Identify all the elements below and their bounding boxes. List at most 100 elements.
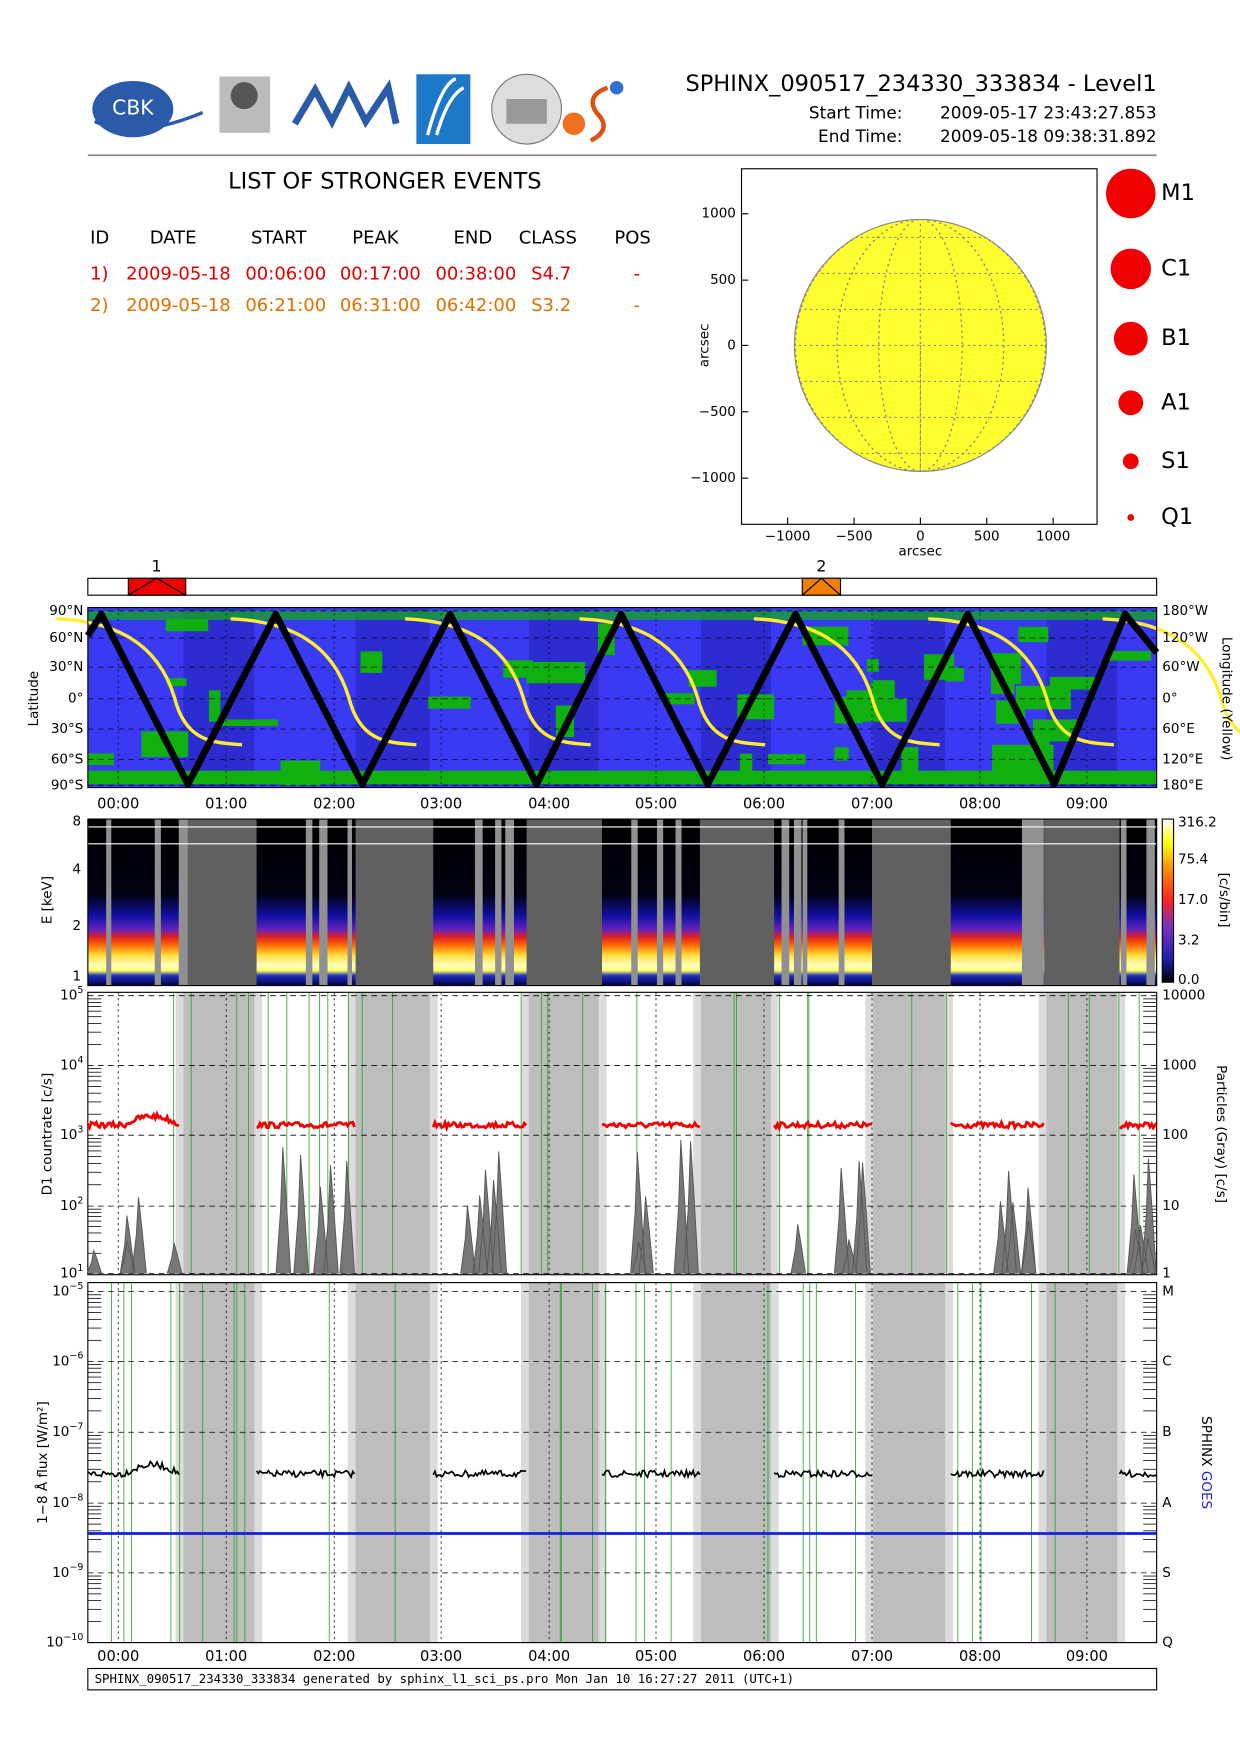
orbit-patch: [428, 696, 471, 709]
legend-label: M1: [1161, 180, 1195, 206]
shade: [355, 1282, 430, 1643]
orbit-shade: [355, 607, 430, 788]
event-cell: 00:38:00: [435, 264, 516, 285]
orbit-track: [84, 610, 1160, 788]
tick-label: 30°N: [49, 659, 83, 675]
event-cell: 1): [90, 264, 108, 285]
time-tick-label: 00:00: [97, 795, 139, 812]
time-tick-label: 04:00: [528, 1648, 570, 1665]
panel-frame: [87, 991, 1158, 1276]
tick-label: 10000: [1162, 988, 1205, 1004]
tick-label: M: [1162, 1284, 1174, 1300]
orbit-patch: [1107, 650, 1152, 661]
event-cell: S4.7: [531, 264, 571, 285]
tick-exp: −5: [69, 1280, 83, 1291]
tick-label: 105: [60, 985, 83, 1004]
footer-text: SPHINX_090517_234330_333834 generated by…: [95, 1672, 794, 1686]
tick-label: 101: [60, 1262, 83, 1281]
data-gap: [675, 819, 680, 986]
time-tick-label: 06:00: [743, 1648, 785, 1665]
tick-label: 30°S: [51, 721, 83, 737]
data-gap: [1021, 819, 1029, 986]
tick-label: 60°S: [51, 751, 83, 767]
time-tick-label: 01:00: [205, 1648, 247, 1665]
event-cell: 2): [90, 295, 108, 316]
tick-base: 10: [52, 1495, 69, 1511]
orbit-patch: [1049, 676, 1097, 690]
countrate-line: [86, 1110, 1158, 1133]
tick-exp: −7: [69, 1421, 83, 1432]
page-title: SPHINX_090517_234330_333834 - Level1: [685, 71, 1156, 97]
legend-label: B1: [1161, 325, 1191, 351]
time-tick-label: 06:00: [743, 795, 785, 812]
tick-base: 10: [60, 1127, 77, 1143]
time-tick-label: 03:00: [420, 1648, 462, 1665]
tick-label: 60°E: [1162, 721, 1194, 737]
tick-exp: −8: [69, 1492, 83, 1503]
tick-label: 316.2: [1178, 814, 1217, 830]
axis-label: Latitude: [26, 671, 42, 727]
orbit-patch: [221, 719, 279, 727]
time-tick-label: 02:00: [313, 1648, 355, 1665]
data-gap: [347, 819, 353, 986]
shade: [701, 992, 771, 1275]
data-gap: [1040, 819, 1044, 986]
longitude-line: [836, 219, 1005, 472]
data-gap: [781, 819, 790, 986]
data-gap: [478, 819, 483, 986]
time-tick-label: 07:00: [851, 1648, 893, 1665]
axis-label: E [keV]: [39, 876, 55, 924]
event-label: 1: [151, 557, 161, 576]
orbit-patch: [1032, 719, 1077, 742]
event-cell: -: [634, 295, 640, 316]
axis-label: D1 countrate [c/s]: [39, 1073, 55, 1196]
tick-exp: −6: [69, 1350, 83, 1361]
axis-label: arcsec: [899, 543, 943, 559]
axis-label: SPHINX GOES: [1198, 1416, 1214, 1509]
tick-exp: 3: [77, 1124, 83, 1135]
tick-label: 104: [60, 1054, 83, 1073]
shade: [873, 992, 946, 1275]
orbit-patch: [1015, 685, 1071, 710]
column-header: END: [453, 228, 492, 249]
tick-label: 0°: [1162, 691, 1177, 707]
events-title: LIST OF STRONGER EVENTS: [228, 169, 541, 195]
orbit-patch: [209, 690, 221, 722]
tick-label: 90°N: [49, 603, 83, 619]
time-tick-label: 04:00: [528, 795, 570, 812]
label: End Time:: [818, 126, 902, 146]
axis-label: Particles (Gray) [c/s]: [1213, 1065, 1229, 1203]
tick-base: 10: [52, 1284, 69, 1300]
tick-label: 10−5: [52, 1280, 83, 1299]
data-gap: [838, 819, 845, 986]
tick-label: 1000: [1036, 529, 1070, 545]
tick-label: B: [1162, 1424, 1171, 1440]
tick-base: 10: [60, 1266, 77, 1282]
data-gap: [474, 819, 480, 986]
tick-label: A: [1162, 1495, 1172, 1511]
tick-label: 8: [72, 813, 81, 829]
tick-label: −500: [835, 529, 872, 545]
sphinx-flux: [87, 1459, 1158, 1480]
orbit-patch: [688, 670, 717, 687]
spectrum-segment: [774, 819, 873, 986]
data-gap: [656, 819, 664, 986]
event-cell: 2009-05-18: [126, 264, 231, 285]
tick-label: −500: [699, 404, 736, 420]
legend-label: A1: [1161, 389, 1191, 415]
time-tick-label: 02:00: [313, 795, 355, 812]
orbit-patch: [834, 747, 849, 761]
event-box: [127, 577, 187, 596]
event-cell: 2009-05-18: [126, 295, 231, 316]
tick-label: 1: [1162, 1266, 1171, 1282]
event-cell: S3.2: [531, 295, 571, 316]
tick-label: 10−9: [52, 1562, 83, 1581]
data-gap: [505, 819, 514, 986]
tick-label: 10: [1162, 1198, 1179, 1214]
shade: [183, 992, 255, 1275]
panel-bg: [87, 1282, 1157, 1643]
column-header: ID: [90, 228, 109, 249]
tick-label: Q: [1162, 1635, 1173, 1651]
size-marker: [1118, 390, 1144, 416]
tick-label: 120°E: [1162, 751, 1203, 767]
